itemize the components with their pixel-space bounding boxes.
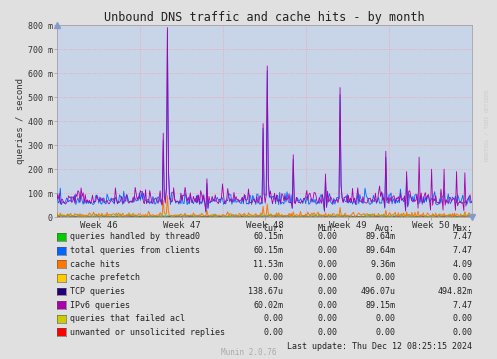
Text: 89.15m: 89.15m — [365, 300, 395, 310]
Text: TCP queries: TCP queries — [70, 287, 125, 296]
Text: 0.00: 0.00 — [263, 314, 283, 323]
Text: 7.47: 7.47 — [452, 300, 472, 310]
Text: 0.00: 0.00 — [452, 314, 472, 323]
Text: 0.00: 0.00 — [318, 287, 338, 296]
Text: 60.15m: 60.15m — [253, 232, 283, 242]
Text: 138.67u: 138.67u — [248, 287, 283, 296]
Text: 0.00: 0.00 — [375, 314, 395, 323]
Text: 9.36m: 9.36m — [370, 260, 395, 269]
Text: Cur:: Cur: — [263, 224, 283, 233]
Text: 0.00: 0.00 — [452, 273, 472, 283]
Text: queries that failed acl: queries that failed acl — [70, 314, 184, 323]
Text: total queries from clients: total queries from clients — [70, 246, 200, 255]
Text: 4.09: 4.09 — [452, 260, 472, 269]
Text: 89.64m: 89.64m — [365, 246, 395, 255]
Text: 89.64m: 89.64m — [365, 232, 395, 242]
Text: 60.15m: 60.15m — [253, 246, 283, 255]
Text: 0.00: 0.00 — [318, 273, 338, 283]
Title: Unbound DNS traffic and cache hits - by month: Unbound DNS traffic and cache hits - by … — [104, 11, 425, 24]
Text: 0.00: 0.00 — [263, 273, 283, 283]
Y-axis label: queries / second: queries / second — [16, 78, 25, 164]
Text: queries handled by thread0: queries handled by thread0 — [70, 232, 200, 242]
Text: Last update: Thu Dec 12 08:25:15 2024: Last update: Thu Dec 12 08:25:15 2024 — [287, 341, 472, 351]
Text: 0.00: 0.00 — [318, 328, 338, 337]
Text: 11.53m: 11.53m — [253, 260, 283, 269]
Text: 494.82m: 494.82m — [437, 287, 472, 296]
Text: unwanted or unsolicited replies: unwanted or unsolicited replies — [70, 328, 225, 337]
Text: 0.00: 0.00 — [375, 328, 395, 337]
Text: Max:: Max: — [452, 224, 472, 233]
Text: cache prefetch: cache prefetch — [70, 273, 140, 283]
Text: IPv6 queries: IPv6 queries — [70, 300, 130, 310]
Text: 496.07u: 496.07u — [360, 287, 395, 296]
Text: 0.00: 0.00 — [318, 314, 338, 323]
Text: 0.00: 0.00 — [375, 273, 395, 283]
Text: 0.00: 0.00 — [318, 232, 338, 242]
Text: 7.47: 7.47 — [452, 246, 472, 255]
Text: 0.00: 0.00 — [452, 328, 472, 337]
Text: 0.00: 0.00 — [318, 260, 338, 269]
Text: cache hits: cache hits — [70, 260, 120, 269]
Text: 7.47: 7.47 — [452, 232, 472, 242]
Text: RRDTOOL / TOBI OETIKER: RRDTOOL / TOBI OETIKER — [485, 90, 490, 162]
Text: 0.00: 0.00 — [318, 300, 338, 310]
Text: 0.00: 0.00 — [263, 328, 283, 337]
Text: Munin 2.0.76: Munin 2.0.76 — [221, 348, 276, 357]
Text: Min:: Min: — [318, 224, 338, 233]
Text: 0.00: 0.00 — [318, 246, 338, 255]
Text: 60.02m: 60.02m — [253, 300, 283, 310]
Text: Avg:: Avg: — [375, 224, 395, 233]
